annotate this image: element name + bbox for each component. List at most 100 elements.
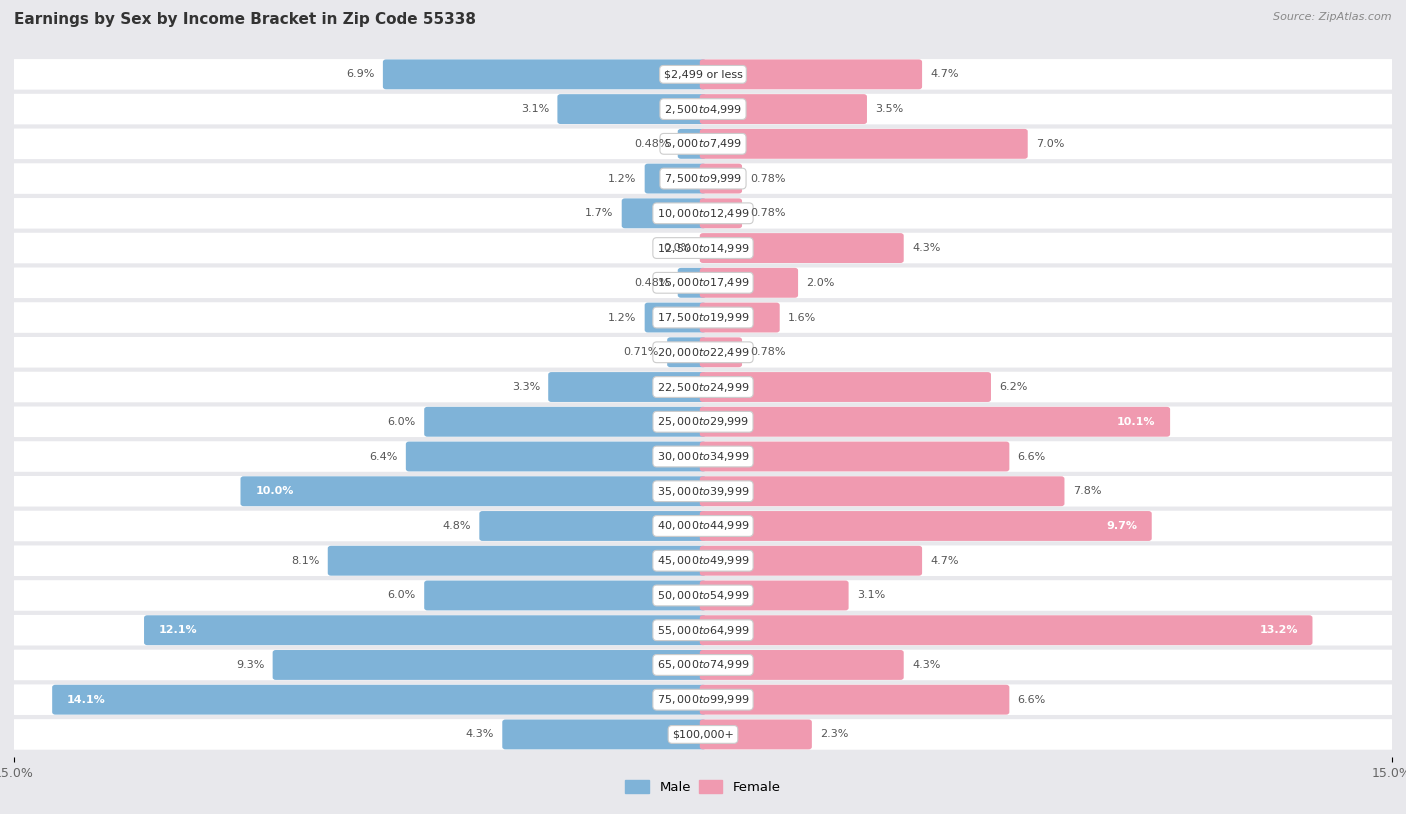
Text: 10.1%: 10.1% xyxy=(1116,417,1156,427)
FancyBboxPatch shape xyxy=(11,129,1395,159)
Text: $2,500 to $4,999: $2,500 to $4,999 xyxy=(664,103,742,116)
FancyBboxPatch shape xyxy=(11,164,1395,194)
FancyBboxPatch shape xyxy=(700,94,868,124)
FancyBboxPatch shape xyxy=(700,407,1170,436)
FancyBboxPatch shape xyxy=(700,233,904,263)
Text: $30,000 to $34,999: $30,000 to $34,999 xyxy=(657,450,749,463)
FancyBboxPatch shape xyxy=(557,94,706,124)
FancyBboxPatch shape xyxy=(502,720,706,750)
FancyBboxPatch shape xyxy=(700,441,1010,471)
FancyBboxPatch shape xyxy=(700,337,742,367)
Text: 1.7%: 1.7% xyxy=(585,208,613,218)
FancyBboxPatch shape xyxy=(700,303,780,332)
Text: 4.7%: 4.7% xyxy=(931,69,959,79)
FancyBboxPatch shape xyxy=(11,476,1395,506)
FancyBboxPatch shape xyxy=(11,337,1395,368)
FancyBboxPatch shape xyxy=(11,719,1395,750)
Text: 0.78%: 0.78% xyxy=(751,348,786,357)
Text: 2.0%: 2.0% xyxy=(807,278,835,288)
Text: 2.3%: 2.3% xyxy=(820,729,848,739)
Text: $7,500 to $9,999: $7,500 to $9,999 xyxy=(664,172,742,185)
FancyBboxPatch shape xyxy=(52,685,706,715)
FancyBboxPatch shape xyxy=(700,59,922,90)
Text: 12.1%: 12.1% xyxy=(159,625,197,635)
FancyBboxPatch shape xyxy=(678,268,706,298)
Text: 3.1%: 3.1% xyxy=(520,104,550,114)
FancyBboxPatch shape xyxy=(700,650,904,680)
FancyBboxPatch shape xyxy=(11,268,1395,298)
FancyBboxPatch shape xyxy=(406,441,706,471)
FancyBboxPatch shape xyxy=(645,303,706,332)
FancyBboxPatch shape xyxy=(240,476,706,506)
FancyBboxPatch shape xyxy=(548,372,706,402)
FancyBboxPatch shape xyxy=(645,164,706,194)
FancyBboxPatch shape xyxy=(700,720,811,750)
Text: 0.78%: 0.78% xyxy=(751,173,786,184)
FancyBboxPatch shape xyxy=(11,372,1395,402)
Text: $35,000 to $39,999: $35,000 to $39,999 xyxy=(657,485,749,497)
Text: $12,500 to $14,999: $12,500 to $14,999 xyxy=(657,242,749,255)
Text: 9.3%: 9.3% xyxy=(236,660,264,670)
Text: $40,000 to $44,999: $40,000 to $44,999 xyxy=(657,519,749,532)
Text: 0.0%: 0.0% xyxy=(664,243,692,253)
Text: $20,000 to $22,499: $20,000 to $22,499 xyxy=(657,346,749,359)
FancyBboxPatch shape xyxy=(11,615,1395,646)
FancyBboxPatch shape xyxy=(11,510,1395,541)
FancyBboxPatch shape xyxy=(382,59,706,90)
FancyBboxPatch shape xyxy=(328,546,706,575)
FancyBboxPatch shape xyxy=(700,268,799,298)
FancyBboxPatch shape xyxy=(700,615,1312,646)
FancyBboxPatch shape xyxy=(425,407,706,436)
Text: 7.8%: 7.8% xyxy=(1073,486,1101,497)
FancyBboxPatch shape xyxy=(479,511,706,541)
FancyBboxPatch shape xyxy=(11,580,1395,610)
Text: 1.2%: 1.2% xyxy=(607,313,637,322)
Text: 6.6%: 6.6% xyxy=(1018,694,1046,705)
Text: 4.3%: 4.3% xyxy=(912,660,941,670)
FancyBboxPatch shape xyxy=(11,233,1395,264)
Text: 6.6%: 6.6% xyxy=(1018,452,1046,462)
FancyBboxPatch shape xyxy=(11,441,1395,472)
Text: 4.3%: 4.3% xyxy=(912,243,941,253)
Text: 10.0%: 10.0% xyxy=(256,486,294,497)
FancyBboxPatch shape xyxy=(143,615,706,646)
Text: $22,500 to $24,999: $22,500 to $24,999 xyxy=(657,380,749,393)
FancyBboxPatch shape xyxy=(700,511,1152,541)
Text: 0.48%: 0.48% xyxy=(634,278,669,288)
Text: 14.1%: 14.1% xyxy=(67,694,105,705)
Text: 8.1%: 8.1% xyxy=(291,556,319,566)
Text: 6.2%: 6.2% xyxy=(1000,382,1028,392)
Text: 1.2%: 1.2% xyxy=(607,173,637,184)
Text: $100,000+: $100,000+ xyxy=(672,729,734,739)
FancyBboxPatch shape xyxy=(11,302,1395,333)
FancyBboxPatch shape xyxy=(700,546,922,575)
Text: $5,000 to $7,499: $5,000 to $7,499 xyxy=(664,138,742,151)
Text: $50,000 to $54,999: $50,000 to $54,999 xyxy=(657,589,749,602)
Text: $10,000 to $12,499: $10,000 to $12,499 xyxy=(657,207,749,220)
FancyBboxPatch shape xyxy=(11,59,1395,90)
Text: 0.78%: 0.78% xyxy=(751,208,786,218)
Text: $17,500 to $19,999: $17,500 to $19,999 xyxy=(657,311,749,324)
Text: 3.1%: 3.1% xyxy=(856,590,886,601)
Text: 6.0%: 6.0% xyxy=(388,417,416,427)
FancyBboxPatch shape xyxy=(11,198,1395,229)
FancyBboxPatch shape xyxy=(668,337,706,367)
FancyBboxPatch shape xyxy=(273,650,706,680)
Text: 9.7%: 9.7% xyxy=(1107,521,1137,531)
Legend: Male, Female: Male, Female xyxy=(620,775,786,799)
Text: 4.7%: 4.7% xyxy=(931,556,959,566)
Text: 3.3%: 3.3% xyxy=(512,382,540,392)
FancyBboxPatch shape xyxy=(700,199,742,228)
FancyBboxPatch shape xyxy=(700,129,1028,159)
FancyBboxPatch shape xyxy=(700,164,742,194)
Text: $2,499 or less: $2,499 or less xyxy=(664,69,742,79)
Text: 0.71%: 0.71% xyxy=(623,348,659,357)
Text: 6.4%: 6.4% xyxy=(370,452,398,462)
Text: Source: ZipAtlas.com: Source: ZipAtlas.com xyxy=(1274,12,1392,22)
Text: $75,000 to $99,999: $75,000 to $99,999 xyxy=(657,694,749,707)
Text: 4.8%: 4.8% xyxy=(443,521,471,531)
Text: 6.0%: 6.0% xyxy=(388,590,416,601)
Text: $25,000 to $29,999: $25,000 to $29,999 xyxy=(657,415,749,428)
Text: 7.0%: 7.0% xyxy=(1036,139,1064,149)
Text: 0.48%: 0.48% xyxy=(634,139,669,149)
